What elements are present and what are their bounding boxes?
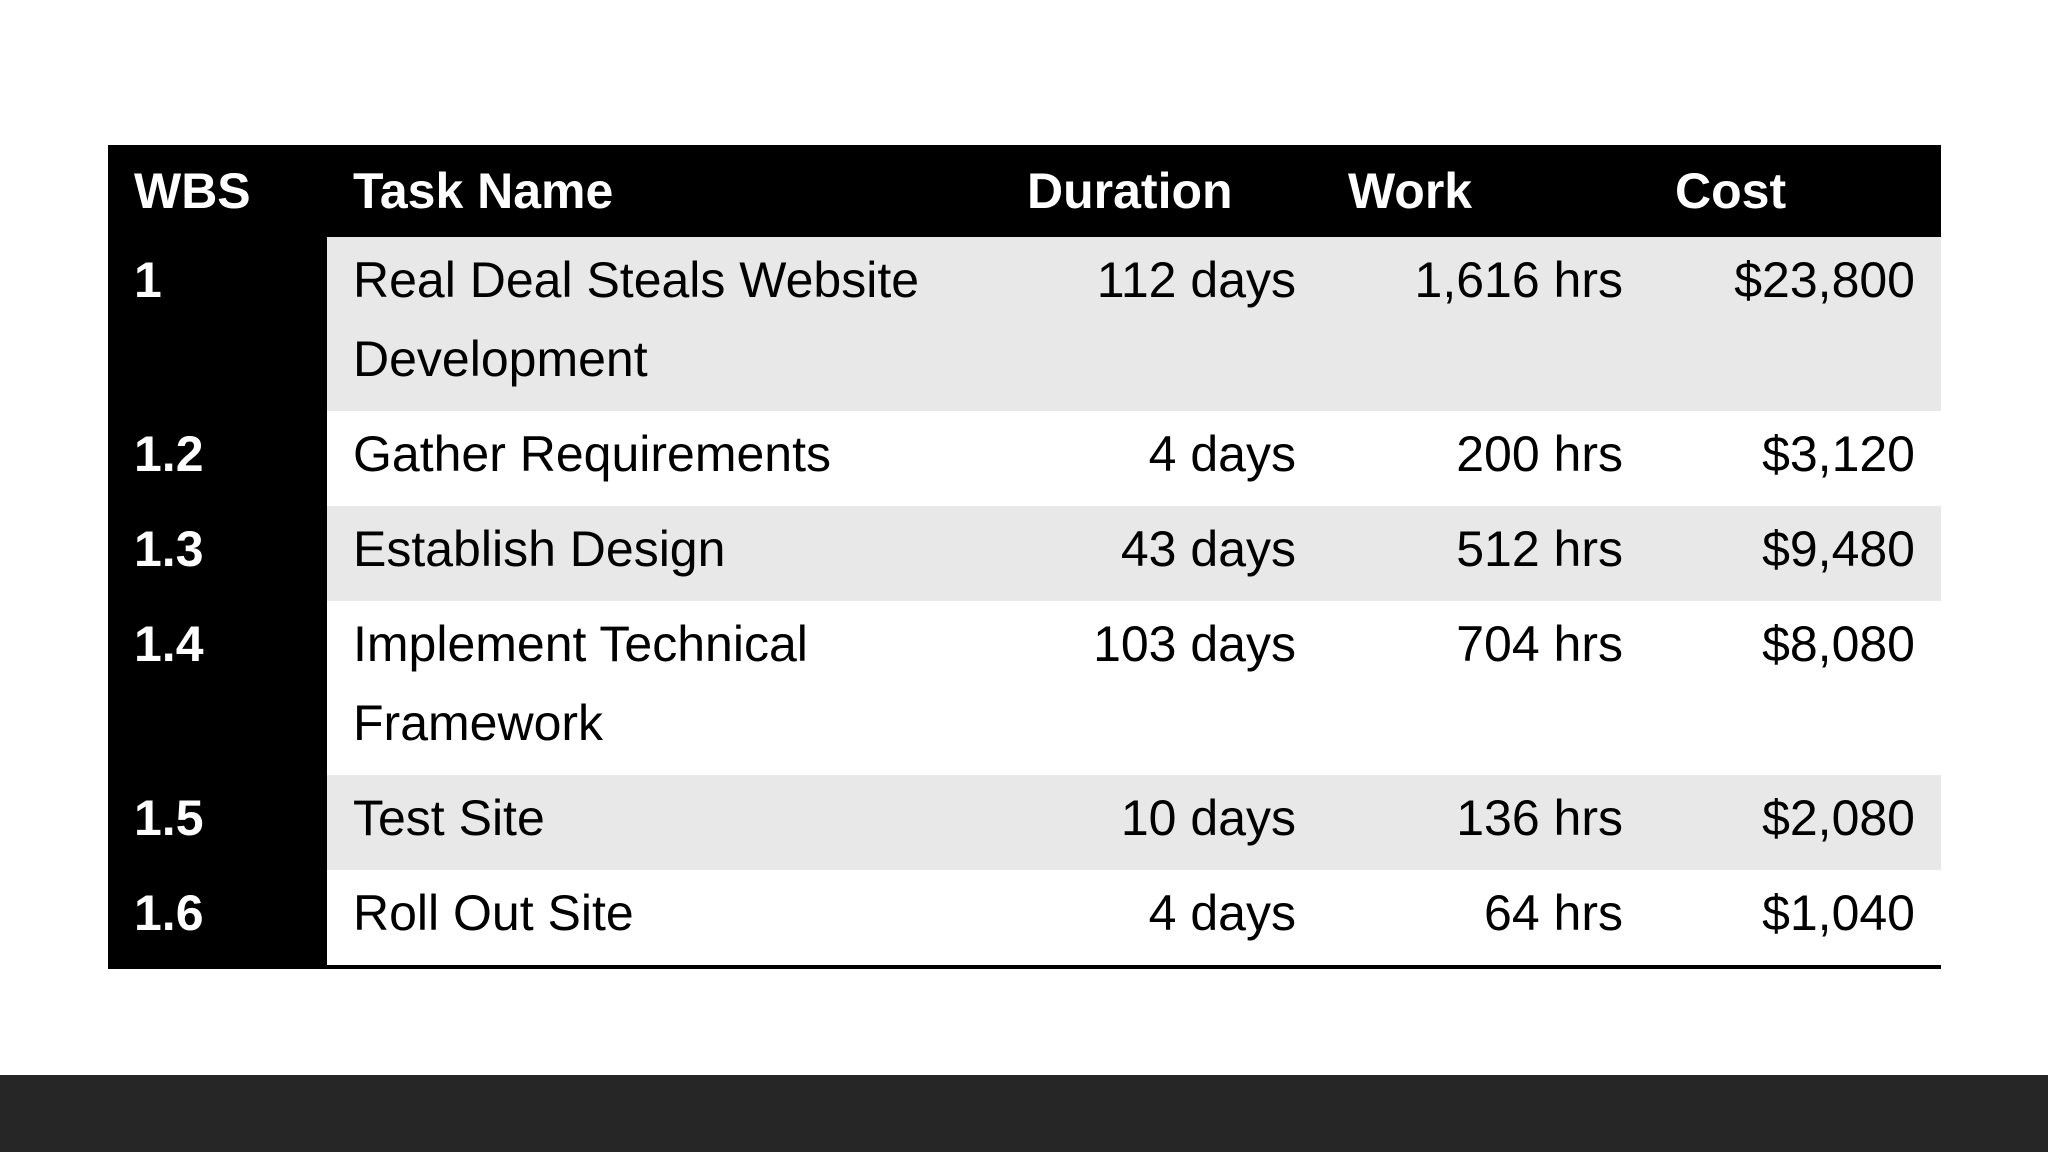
cell-cost: $8,080	[1649, 601, 1941, 775]
footer-bar	[0, 1075, 2048, 1152]
cell-wbs: 1	[108, 237, 327, 411]
cell-task-name: Real Deal Steals Website Development	[327, 237, 1001, 411]
table-row: 1.2 Gather Requirements 4 days 200 hrs $…	[108, 411, 1941, 506]
cell-work: 136 hrs	[1322, 775, 1649, 870]
cell-duration: 4 days	[1001, 411, 1322, 506]
table-header-row: WBS Task Name Duration Work Cost	[108, 145, 1941, 237]
cell-duration: 112 days	[1001, 237, 1322, 411]
cell-cost: $23,800	[1649, 237, 1941, 411]
wbs-table: WBS Task Name Duration Work Cost 1 Real …	[108, 145, 1941, 969]
table-row: 1.4 Implement Technical Framework 103 da…	[108, 601, 1941, 775]
cell-task-name: Gather Requirements	[327, 411, 1001, 506]
cell-wbs: 1.4	[108, 601, 327, 775]
header-duration: Duration	[1001, 145, 1322, 237]
cell-cost: $3,120	[1649, 411, 1941, 506]
wbs-table-container: WBS Task Name Duration Work Cost 1 Real …	[108, 145, 1941, 969]
cell-task-name: Test Site	[327, 775, 1001, 870]
cell-task-name: Establish Design	[327, 506, 1001, 601]
cell-work: 1,616 hrs	[1322, 237, 1649, 411]
cell-wbs: 1.6	[108, 870, 327, 967]
cell-wbs: 1.5	[108, 775, 327, 870]
table-row: 1.3 Establish Design 43 days 512 hrs $9,…	[108, 506, 1941, 601]
table-row: 1 Real Deal Steals Website Development 1…	[108, 237, 1941, 411]
cell-work: 704 hrs	[1322, 601, 1649, 775]
cell-duration: 43 days	[1001, 506, 1322, 601]
cell-cost: $9,480	[1649, 506, 1941, 601]
cell-cost: $1,040	[1649, 870, 1941, 967]
cell-task-name: Roll Out Site	[327, 870, 1001, 967]
header-task-name: Task Name	[327, 145, 1001, 237]
cell-work: 64 hrs	[1322, 870, 1649, 967]
cell-wbs: 1.3	[108, 506, 327, 601]
header-work: Work	[1322, 145, 1649, 237]
table-row: 1.5 Test Site 10 days 136 hrs $2,080	[108, 775, 1941, 870]
cell-cost: $2,080	[1649, 775, 1941, 870]
header-wbs: WBS	[108, 145, 327, 237]
cell-duration: 10 days	[1001, 775, 1322, 870]
cell-work: 200 hrs	[1322, 411, 1649, 506]
cell-wbs: 1.2	[108, 411, 327, 506]
table-row: 1.6 Roll Out Site 4 days 64 hrs $1,040	[108, 870, 1941, 967]
cell-duration: 103 days	[1001, 601, 1322, 775]
cell-task-name: Implement Technical Framework	[327, 601, 1001, 775]
cell-duration: 4 days	[1001, 870, 1322, 967]
cell-work: 512 hrs	[1322, 506, 1649, 601]
header-cost: Cost	[1649, 145, 1941, 237]
